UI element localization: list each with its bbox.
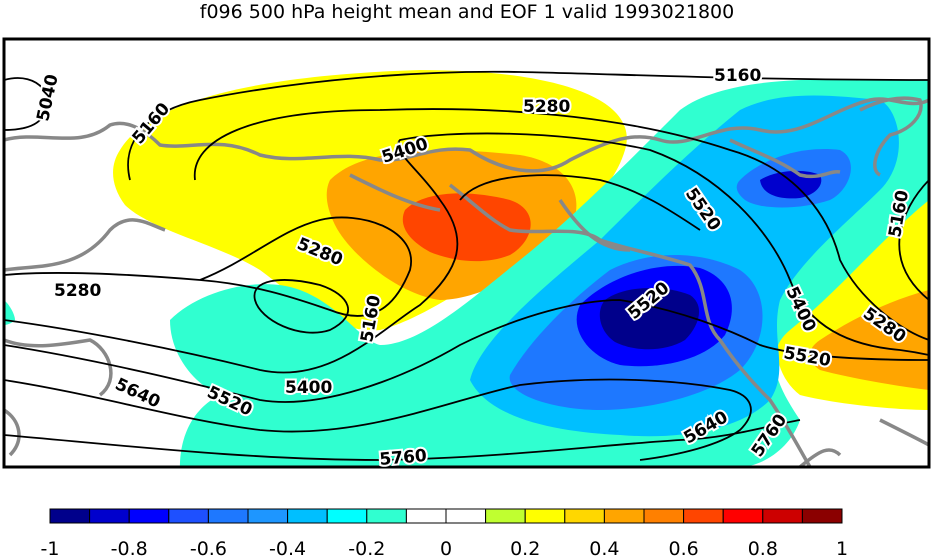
shade-positive-right-0.4 xyxy=(809,290,929,390)
colorbar-box xyxy=(287,508,328,524)
colorbar-box xyxy=(326,508,368,524)
colorbar-tick-label: 0.8 xyxy=(748,538,778,558)
label-5280-a: 5280 xyxy=(523,97,570,117)
colorbar-tick-label: 0 xyxy=(440,538,452,558)
shade-negative-0.8 xyxy=(599,288,700,350)
colorbar-box xyxy=(128,508,170,524)
colorbar-tick-label: -0.6 xyxy=(190,538,227,558)
coast-mexico xyxy=(798,448,842,467)
colorbar-tick-label: 0.4 xyxy=(589,538,619,558)
coastlines xyxy=(4,96,929,467)
label-5160-b: 5160 xyxy=(714,66,761,86)
colorbar-boxes xyxy=(49,508,843,524)
colorbar-tick-labels: -1 -0.8 -0.6 -0.4 -0.2 0 0.2 0.4 0.6 0.8 1 xyxy=(41,538,849,558)
contour-5760 xyxy=(4,419,801,461)
colorbar-box xyxy=(89,508,130,524)
coast-europe xyxy=(879,418,929,447)
contour-5160-left xyxy=(127,70,929,181)
colorbar-box xyxy=(207,508,249,524)
colorbar-box xyxy=(722,508,764,524)
colorbar-box xyxy=(524,508,566,524)
colorbar-tick-label: 0.6 xyxy=(668,538,698,558)
colorbar-box xyxy=(485,508,526,524)
colorbar-box xyxy=(445,508,487,524)
label-5280-c: 5280 xyxy=(54,281,101,301)
colorbar-tick-label: 1 xyxy=(836,538,848,558)
shade-negative-0.2-left xyxy=(4,300,15,325)
contour-5040 xyxy=(4,77,49,131)
coast-greenland xyxy=(859,96,923,177)
coast-alaska xyxy=(349,173,441,212)
coast-hudson xyxy=(558,199,631,252)
colorbar-box xyxy=(366,508,407,524)
contour-5520-a xyxy=(4,299,929,403)
contour-5280-a xyxy=(193,108,929,341)
colorbar-box xyxy=(247,508,289,524)
colorbar-box xyxy=(603,508,645,524)
colorbar-box xyxy=(643,508,685,524)
coast-asia-east xyxy=(4,218,166,272)
plot-title: f096 500 hPa height mean and EOF 1 valid… xyxy=(199,1,735,23)
colorbar-box xyxy=(49,508,91,524)
map-frame xyxy=(2,37,931,469)
colorbar-box xyxy=(168,508,209,524)
colorbar-tick-label: -0.2 xyxy=(348,538,385,558)
colorbar-tick-label: -0.8 xyxy=(111,538,148,558)
contour-5520-b xyxy=(459,174,701,231)
colorbar-tick-label: -0.4 xyxy=(269,538,306,558)
colorbar-tick-label: 0.2 xyxy=(510,538,540,558)
contour-5160-mid xyxy=(253,279,349,334)
height-contours xyxy=(4,70,929,461)
coast-north-america xyxy=(448,183,812,467)
colorbar-box xyxy=(405,508,447,524)
coast-arctic xyxy=(4,97,929,173)
colorbar-tick-label: -1 xyxy=(41,538,60,558)
coast-japan xyxy=(4,408,21,457)
contour-5640 xyxy=(4,378,752,461)
label-5400-b: 5400 xyxy=(285,378,332,398)
colorbar-box xyxy=(683,508,724,524)
colorbar-box xyxy=(801,508,843,524)
colorbar-box xyxy=(762,508,803,524)
contour-5160-right xyxy=(898,179,929,301)
contour-5280-b xyxy=(4,216,412,317)
coast-kamchatka xyxy=(4,338,113,397)
colorbar-box xyxy=(564,508,605,524)
coast-baffin xyxy=(729,138,841,179)
contour-5400-a xyxy=(4,132,929,374)
